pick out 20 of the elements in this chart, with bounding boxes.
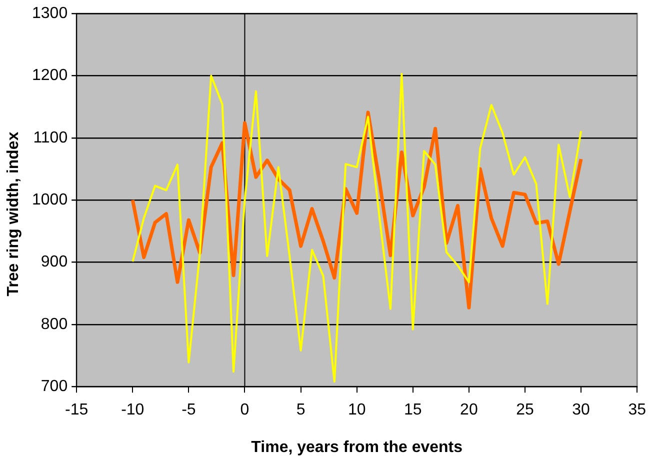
x-tick-label: 25 xyxy=(516,402,534,419)
y-tick-label: 1100 xyxy=(33,129,68,146)
y-tick-label: 1300 xyxy=(32,5,68,22)
x-tick-label: 20 xyxy=(460,402,478,419)
x-tick-label: 0 xyxy=(240,402,250,419)
y-tick-label: 1000 xyxy=(32,192,68,209)
x-axis-title: Time, years from the events xyxy=(251,438,463,456)
x-tick-label: -10 xyxy=(121,402,144,419)
y-axis-title: Tree ring width, index xyxy=(5,132,23,296)
x-tick-label: -5 xyxy=(182,402,196,419)
x-tick-label: 15 xyxy=(404,402,422,419)
y-tick-label: 800 xyxy=(40,316,68,333)
x-tick-label: 10 xyxy=(348,402,366,419)
x-tick-label: 5 xyxy=(296,402,306,419)
y-tick-label: 1200 xyxy=(32,67,68,84)
y-tick-label: 700 xyxy=(40,378,68,396)
y-tick-label: 900 xyxy=(40,254,68,271)
x-tick-label: 35 xyxy=(628,402,646,419)
x-tick-label: -15 xyxy=(65,402,88,419)
x-tick-label: 30 xyxy=(572,402,590,419)
